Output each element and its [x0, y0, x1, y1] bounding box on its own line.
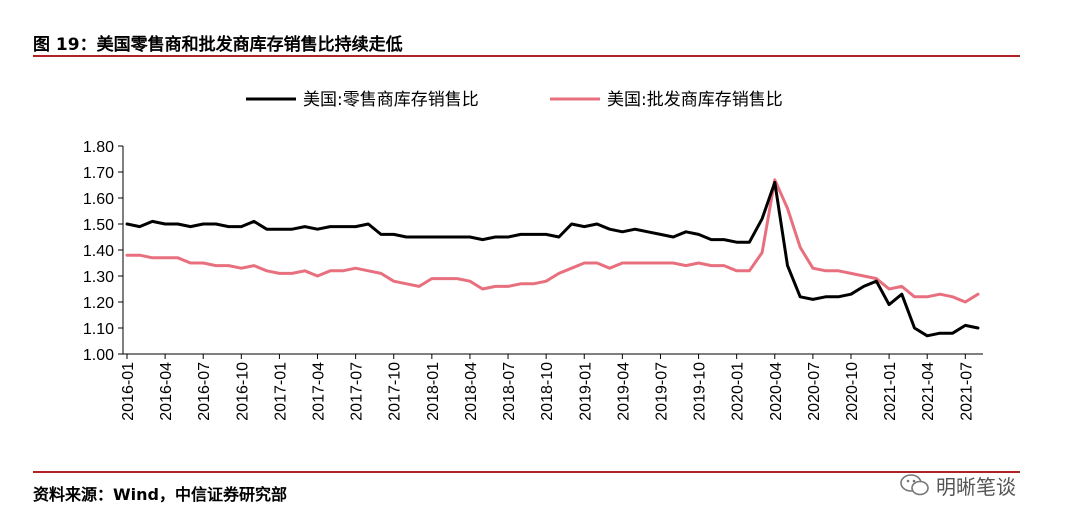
- x-tick-label: 2018-04: [463, 362, 480, 421]
- x-tick-label: 2018-07: [501, 362, 518, 421]
- legend: 美国:零售商库存销售比 美国:批发商库存销售比: [246, 90, 783, 110]
- source-note: 资料来源：Wind，中信证券研究部: [33, 485, 287, 504]
- y-tick-label: 1.10: [83, 321, 114, 338]
- y-tick-label: 1.70: [83, 165, 114, 182]
- x-tick-label: 2017-10: [387, 362, 404, 421]
- footer-rule: [33, 471, 1020, 473]
- y-tick-label: 1.30: [83, 269, 114, 286]
- plot-area: [125, 178, 980, 338]
- x-tick-label: 2016-04: [158, 362, 175, 421]
- x-axis: 2016-01 2016-04 2016-07 2016-10 2017-01 2017-…: [120, 353, 983, 421]
- x-tick-label: 2016-10: [234, 362, 251, 421]
- x-tick-label: 2021-04: [920, 362, 937, 421]
- watermark-text: 明晰笔谈: [936, 474, 1016, 499]
- figure-title: 图 19：美国零售商和批发商库存销售比持续走低: [33, 35, 403, 55]
- series-line-wholesale: [125, 178, 980, 304]
- title-rule: [33, 55, 1020, 57]
- legend-label-wholesale: 美国:批发商库存销售比: [607, 90, 783, 110]
- x-tick-label: 2021-01: [882, 362, 899, 421]
- watermark: 明晰笔谈: [900, 470, 1050, 500]
- y-tick-label: 1.50: [83, 217, 114, 234]
- x-tick-label: 2016-01: [120, 362, 137, 421]
- x-tick-label: 2018-10: [539, 362, 556, 421]
- y-axis: 1.00 1.10 1.20 1.30 1.40 1.50 1.60 1.70 1.80: [83, 139, 124, 364]
- y-tick-label: 1.40: [83, 243, 114, 260]
- x-tick-label: 2020-07: [806, 362, 823, 421]
- x-tick-label: 2016-07: [196, 362, 213, 421]
- x-tick-label: 2017-07: [349, 362, 366, 421]
- x-tick-label: 2019-10: [692, 362, 709, 421]
- y-tick-label: 1.80: [83, 139, 114, 156]
- series-line-retail: [125, 180, 980, 338]
- y-tick-label: 1.20: [83, 295, 114, 312]
- y-tick-label: 1.00: [83, 347, 114, 364]
- x-tick-label: 2019-04: [615, 362, 632, 421]
- x-tick-label: 2018-01: [425, 362, 442, 421]
- wechat-icon: [900, 474, 929, 496]
- x-tick-label: 2020-01: [730, 362, 747, 421]
- x-tick-label: 2019-07: [653, 362, 670, 421]
- x-tick-label: 2020-04: [768, 362, 785, 421]
- y-tick-label: 1.60: [83, 191, 114, 208]
- legend-label-retail: 美国:零售商库存销售比: [303, 90, 479, 110]
- x-tick-label: 2017-01: [272, 362, 289, 421]
- x-tick-label: 2020-10: [844, 362, 861, 421]
- x-tick-label: 2017-04: [311, 362, 328, 421]
- x-tick-label: 2021-07: [958, 362, 975, 421]
- x-tick-label: 2019-01: [577, 362, 594, 421]
